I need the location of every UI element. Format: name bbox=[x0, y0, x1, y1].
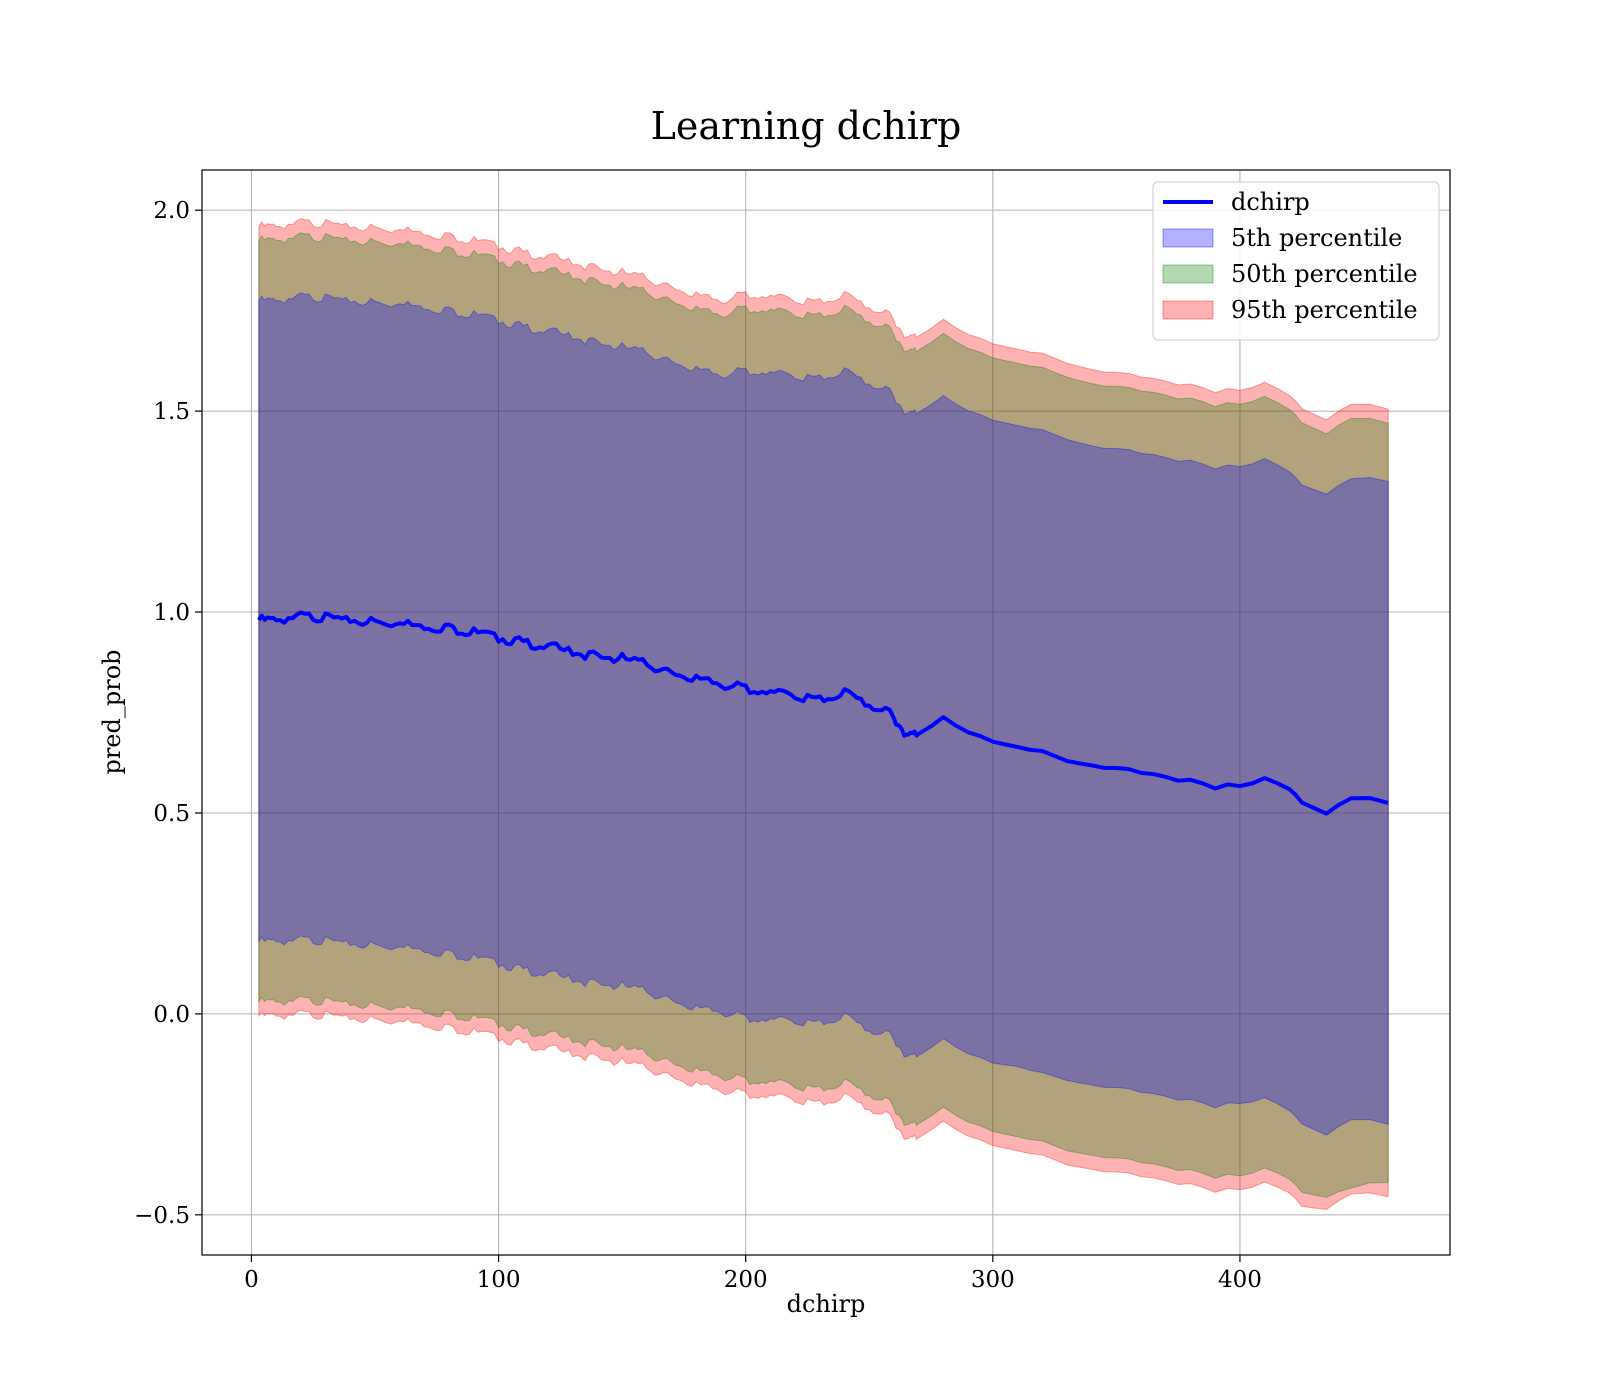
band-5th-percentile bbox=[258, 292, 1389, 1136]
band-95th-percentile bbox=[258, 218, 1389, 1210]
legend-swatch-50th-percentile bbox=[1162, 264, 1214, 284]
y-tick-label: 1.0 bbox=[153, 600, 190, 626]
legend: dchirp 5th percentile 50th percentile 95th … bbox=[1152, 181, 1440, 341]
y-axis: −0.5 0.0 0.5 1.0 1.5 2.0 bbox=[134, 198, 202, 1229]
band-50th-percentile bbox=[258, 232, 1389, 1198]
legend-label-5th-percentile: 5th percentile bbox=[1231, 224, 1402, 252]
x-tick-label: 200 bbox=[724, 1267, 768, 1293]
legend-box bbox=[1152, 181, 1440, 341]
percentile-bands bbox=[258, 218, 1389, 1210]
y-tick-label: −0.5 bbox=[134, 1203, 190, 1229]
y-tick-label: 0.5 bbox=[153, 801, 190, 827]
legend-label-dchirp: dchirp bbox=[1231, 188, 1310, 216]
legend-swatch-95th-percentile bbox=[1162, 300, 1214, 320]
plot-frame bbox=[201, 169, 1451, 1256]
x-axis: 0 100 200 300 400 bbox=[244, 1255, 1262, 1293]
grid bbox=[202, 170, 1450, 1255]
legend-label-95th-percentile: 95th percentile bbox=[1231, 296, 1418, 324]
y-axis-label: pred_prob bbox=[98, 649, 126, 774]
x-tick-label: 400 bbox=[1218, 1267, 1262, 1293]
y-tick-label: 0.0 bbox=[153, 1002, 190, 1028]
chart-title: Learning dchirp bbox=[651, 104, 962, 148]
legend-label-50th-percentile: 50th percentile bbox=[1231, 260, 1418, 288]
y-tick-label: 1.5 bbox=[153, 399, 190, 425]
x-axis-label: dchirp bbox=[787, 1290, 866, 1318]
y-tick-label: 2.0 bbox=[153, 198, 190, 224]
x-tick-label: 100 bbox=[477, 1267, 521, 1293]
legend-swatch-5th-percentile bbox=[1162, 228, 1214, 248]
series-line-dchirp bbox=[257, 610, 1389, 816]
x-tick-label: 300 bbox=[971, 1267, 1015, 1293]
x-tick-label: 0 bbox=[244, 1267, 259, 1293]
